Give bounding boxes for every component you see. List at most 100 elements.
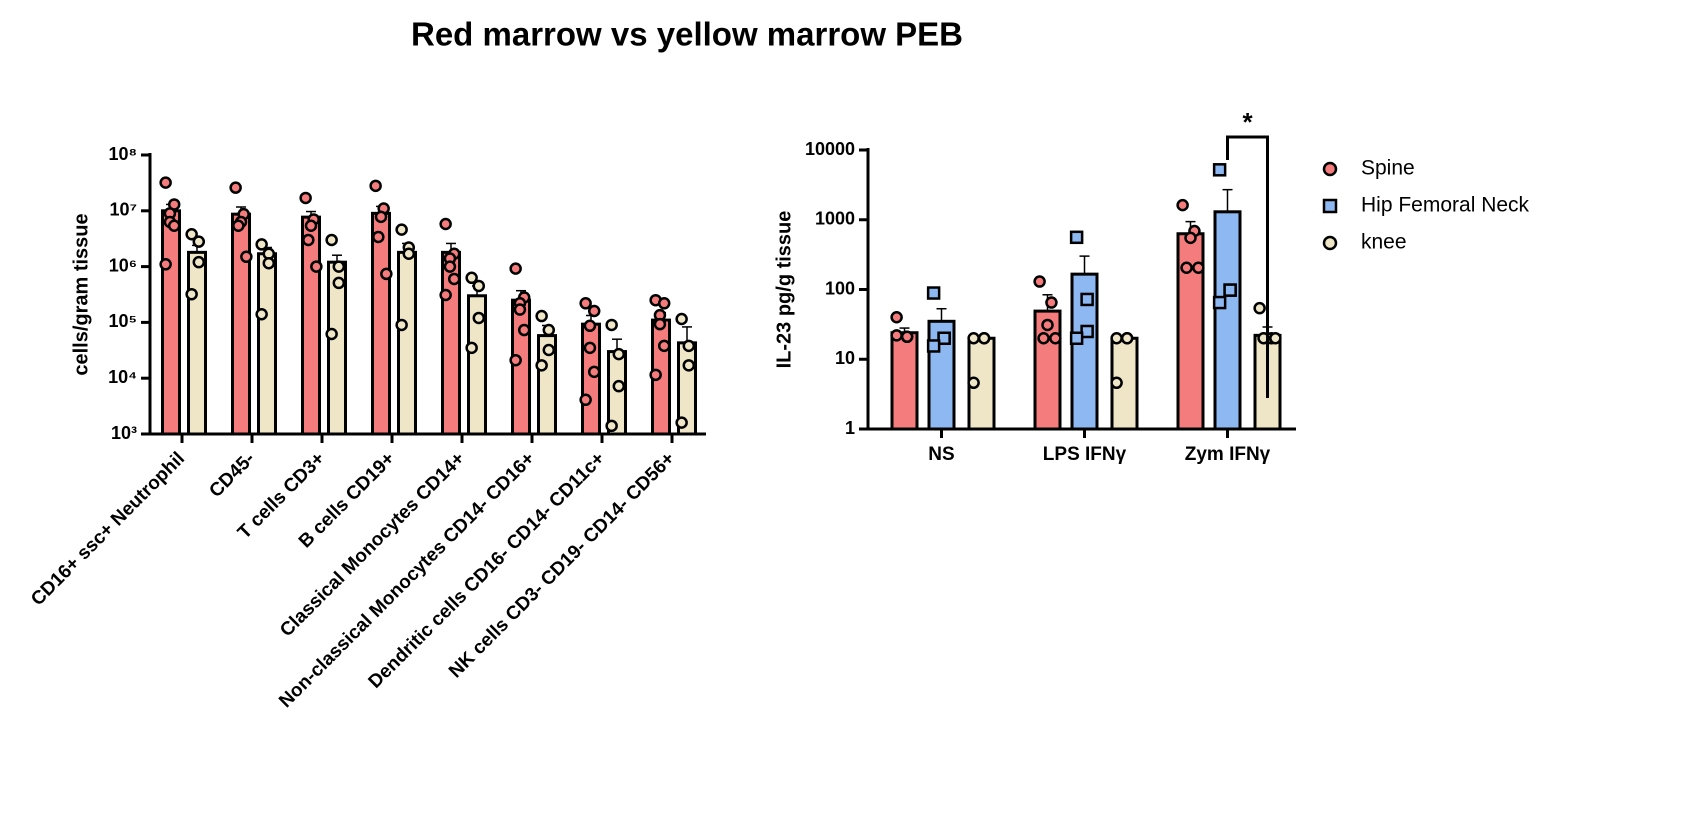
data-point [890,329,903,342]
data-point [1049,332,1062,345]
y-tick-label: 10⁸ [108,144,137,164]
legend-label: Hip Femoral Neck [1361,194,1530,217]
data-point [1110,332,1123,345]
data-point [517,323,531,337]
bar [511,298,531,436]
figure-title: Red marrow vs yellow marrow PEB [411,16,963,53]
data-point [1192,261,1205,275]
data-point [185,227,198,241]
data-point [1253,301,1266,315]
data-point [967,332,980,345]
data-point [900,330,914,344]
data-point [513,303,527,316]
x-tick-label: LPS IFNγ [1043,444,1127,465]
bar [187,250,207,436]
data-point [372,230,385,244]
data-point [310,260,323,273]
bar [301,215,321,436]
y-tick-label: 10⁶ [109,255,137,275]
data-point [605,318,618,332]
data-point [675,312,688,326]
x-tick-label: CD45- [205,448,259,502]
data-point [1045,296,1058,309]
data-point [587,365,601,379]
data-point [255,307,268,321]
data-point [332,260,346,273]
bar [890,331,919,431]
y-tick-label: 1000 [815,209,855,229]
bar [161,209,181,436]
bar [231,212,251,436]
data-point [1037,332,1050,345]
data-point [926,286,941,300]
y-tick-label: 10⁵ [109,311,137,331]
data-point [325,233,338,247]
data-point [1033,275,1046,288]
legend-marker [1322,198,1338,214]
data-point [325,327,338,341]
data-point [240,250,253,264]
data-point [402,247,416,260]
data-point [472,311,486,325]
data-point [1269,332,1282,345]
data-point [1069,331,1084,346]
data-point [232,219,245,232]
bar [371,211,391,436]
data-point [605,419,618,433]
data-point [583,341,597,355]
data-point [657,297,671,310]
data-point [465,341,478,355]
data-point [542,343,556,357]
data-point [262,256,276,270]
bar [257,252,277,436]
legend-marker [1322,161,1338,177]
data-point [1069,230,1084,245]
data-point [369,179,382,193]
data-point [579,297,592,310]
data-point [255,238,268,251]
data-point [579,393,592,407]
data-point [395,318,408,332]
data-point [443,260,457,273]
data-point [159,258,172,271]
data-point [1212,295,1227,310]
y-axis-label: cells/gram tissue [70,213,92,375]
data-point [229,181,242,194]
data-point [185,287,198,301]
data-point [653,317,667,331]
data-point [167,219,181,232]
data-point [192,255,206,269]
y-tick-label: 10⁴ [108,367,137,387]
data-point [977,332,991,345]
data-point [926,339,941,353]
y-axis-label: IL-23 pg/g tissue [773,211,795,369]
data-point [649,368,662,382]
data-point [682,339,696,353]
data-point [587,304,601,318]
data-point [509,353,522,367]
bar [397,250,417,436]
annotation: * [1242,107,1253,137]
y-tick-label: 100 [825,278,855,298]
data-point [1176,198,1189,212]
data-point [380,267,393,281]
data-point [890,311,903,324]
data-point [1041,318,1054,332]
legend-label: knee [1361,231,1407,254]
data-point [395,223,408,236]
data-point [374,210,388,224]
data-point [675,416,688,429]
data-point [1223,283,1237,297]
bar [581,322,601,436]
x-tick-label: Zym IFNγ [1185,444,1271,465]
data-point [967,376,980,390]
y-tick-label: 10³ [111,423,137,443]
x-tick-label: CD16+ ssc+ Neutrophil [27,448,189,610]
data-point [542,323,556,337]
data-point [1120,332,1134,345]
data-point [159,176,172,189]
legend-label: Spine [1361,157,1415,180]
data-point [583,319,597,333]
y-tick-label: 1 [845,418,855,438]
x-tick-label: NS [928,444,954,465]
